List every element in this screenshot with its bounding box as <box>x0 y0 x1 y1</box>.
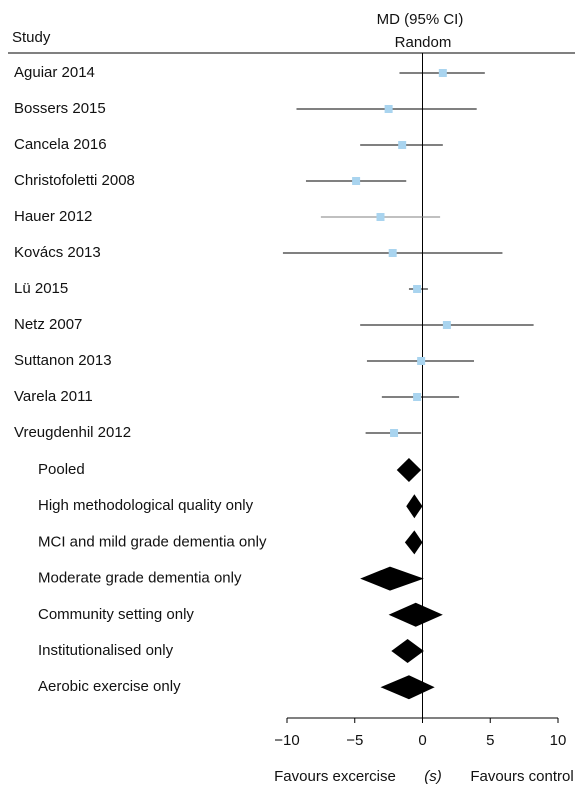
pooled-diamond <box>360 566 424 591</box>
effect-marker <box>417 357 426 365</box>
effect-marker <box>438 69 447 77</box>
effect-marker <box>376 213 385 221</box>
pooled-diamond <box>404 530 423 555</box>
x-tick-label: 0 <box>418 732 426 749</box>
x-tick-label: 10 <box>550 732 567 749</box>
x-tick-label: −10 <box>274 732 299 749</box>
effect-marker <box>442 321 451 329</box>
x-label-left: Favours excercise <box>274 768 396 785</box>
study-label: Christofoletti 2008 <box>14 172 135 189</box>
study-label: Lü 2015 <box>14 280 68 297</box>
study-label: Bossers 2015 <box>14 100 106 117</box>
column-header: Study <box>12 29 51 46</box>
study-label: Cancela 2016 <box>14 136 107 153</box>
pooled-label: MCI and mild grade dementia only <box>38 533 267 550</box>
pooled-label: Aerobic exercise only <box>38 678 181 695</box>
study-label: Suttanon 2013 <box>14 352 112 369</box>
pooled-diamond <box>380 675 435 700</box>
pooled-label: Moderate grade dementia only <box>38 570 242 587</box>
x-tick-label: 5 <box>486 732 494 749</box>
study-label: Vreugdenhil 2012 <box>14 424 131 441</box>
x-label-right: Favours control <box>470 768 573 785</box>
effect-marker <box>352 177 361 185</box>
effect-marker <box>390 429 399 437</box>
pooled-diamond <box>396 458 422 482</box>
effect-header: MD (95% CI) <box>377 11 464 28</box>
effect-marker <box>384 105 393 113</box>
x-tick-label: −5 <box>346 732 363 749</box>
x-label-unit: (s) <box>424 768 442 785</box>
pooled-label: Institutionalised only <box>38 642 174 659</box>
effect-marker <box>413 393 422 401</box>
pooled-label: Community setting only <box>38 606 194 623</box>
model-header: Random <box>395 34 452 51</box>
pooled-diamond <box>406 494 423 519</box>
study-label: Varela 2011 <box>14 388 93 405</box>
pooled-label: Pooled <box>38 461 85 478</box>
study-label: Hauer 2012 <box>14 208 92 225</box>
study-label: Aguiar 2014 <box>14 64 95 81</box>
pooled-diamond <box>388 602 443 627</box>
study-label: Kovács 2013 <box>14 244 101 261</box>
pooled-label: High methodological quality only <box>38 497 254 514</box>
effect-marker <box>413 285 422 293</box>
effect-marker <box>398 141 407 149</box>
pooled-diamond <box>391 639 424 663</box>
effect-marker <box>388 249 397 257</box>
study-label: Netz 2007 <box>14 316 82 333</box>
